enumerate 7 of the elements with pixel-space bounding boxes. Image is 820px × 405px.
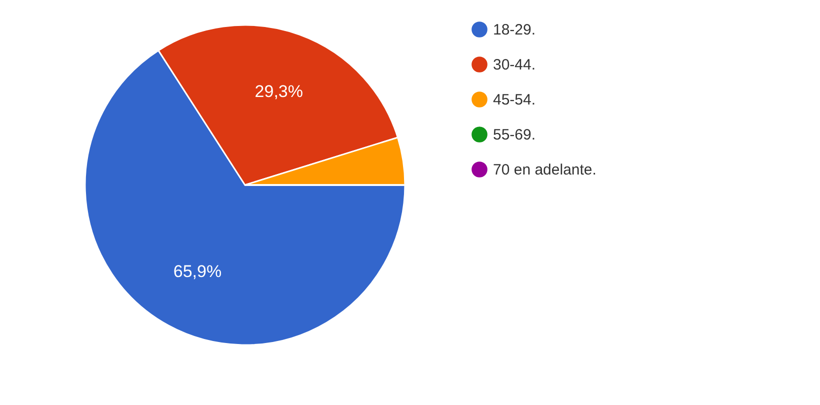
legend-label: 55-69. (493, 126, 536, 144)
legend-label: 18-29. (493, 22, 536, 38)
legend-label: 30-44. (493, 56, 536, 74)
legend-label: 70 en adelante. (493, 162, 596, 178)
data-label: 29,3% (254, 82, 303, 101)
legend-label: 45-54. (493, 92, 536, 108)
data-label: 65,9% (173, 262, 222, 282)
